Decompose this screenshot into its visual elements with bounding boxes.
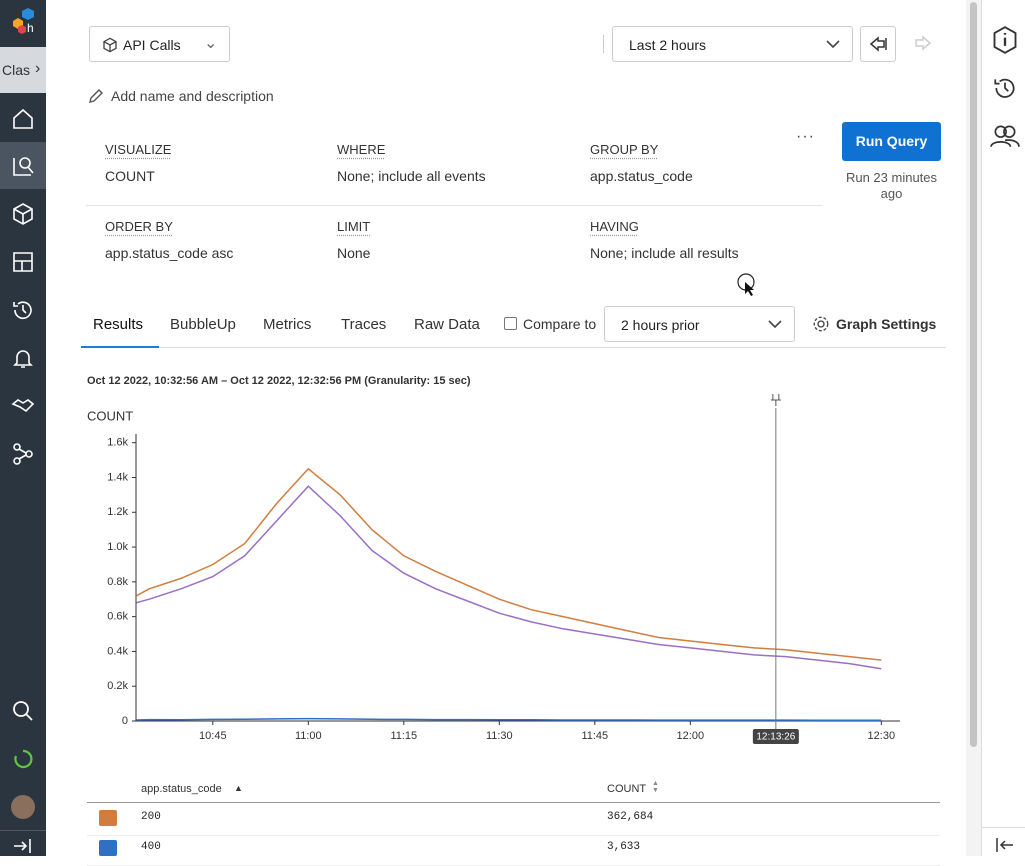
dataset-select[interactable]: API Calls⌄ <box>89 26 230 62</box>
field-value[interactable]: None <box>337 245 370 261</box>
tab[interactable]: Results <box>93 316 143 333</box>
cursor <box>737 272 757 296</box>
row-count: 362,684 <box>607 811 653 823</box>
field-label[interactable]: WHERE <box>337 142 385 157</box>
y-tick-label: 0.8k <box>107 576 128 588</box>
team-icon[interactable] <box>990 123 1020 149</box>
compare-value: 2 hours prior <box>621 317 700 333</box>
collapse-icon[interactable] <box>994 836 1016 854</box>
settings-icon[interactable] <box>812 315 830 333</box>
field-label[interactable]: LIMIT <box>337 219 370 234</box>
history-icon[interactable] <box>11 298 35 322</box>
row-count: 3,633 <box>607 841 640 853</box>
field-label[interactable]: GROUP BY <box>590 142 658 157</box>
dataset-icon[interactable] <box>11 202 35 226</box>
compare-label: Compare to <box>523 316 596 332</box>
field-label[interactable]: ORDER BY <box>105 219 173 234</box>
x-tick-label: 10:45 <box>199 730 227 742</box>
more-menu[interactable]: ··· <box>796 128 815 146</box>
tab[interactable]: BubbleUp <box>170 316 236 333</box>
y-axis-label: COUNT <box>87 408 133 423</box>
status-icon[interactable] <box>11 747 35 771</box>
scrollbar <box>966 0 981 856</box>
row-rule <box>87 835 940 836</box>
compare-select[interactable]: 2 hours prior <box>604 306 795 342</box>
expand-icon[interactable] <box>11 834 35 858</box>
x-tick-label: 11:15 <box>390 730 417 742</box>
tab[interactable]: Raw Data <box>414 316 480 333</box>
y-tick-label: 0 <box>122 715 128 727</box>
field-value[interactable]: None; include all events <box>337 168 486 184</box>
forward-button[interactable] <box>914 35 932 51</box>
column-header[interactable]: app.status_code <box>141 783 222 795</box>
y-tick-label: 0.6k <box>107 611 128 623</box>
field-label[interactable]: HAVING <box>590 219 639 234</box>
avatar[interactable] <box>11 795 35 819</box>
graph-settings[interactable]: Graph Settings <box>836 316 936 332</box>
run-status: Run 23 minutes ago <box>838 170 945 202</box>
y-tick-label: 1.4k <box>107 471 128 483</box>
x-tick-label: 12:30 <box>868 730 896 742</box>
trace-icon[interactable] <box>11 442 35 466</box>
run-query-button[interactable]: Run Query <box>842 122 941 161</box>
compare-checkbox[interactable] <box>504 317 517 330</box>
dataset-name: API Calls <box>123 37 181 53</box>
search-icon[interactable] <box>11 699 35 723</box>
series-line <box>136 486 881 669</box>
edit-icon[interactable] <box>88 88 104 104</box>
x-tick-label: 11:00 <box>295 730 322 742</box>
row-label: 200 <box>141 811 161 823</box>
cluster-button[interactable]: Clas› <box>0 47 46 93</box>
board-icon[interactable] <box>11 250 35 274</box>
x-tick-label: 12:00 <box>677 730 705 742</box>
y-tick-label: 1.2k <box>107 506 128 518</box>
tab[interactable]: Traces <box>341 316 386 333</box>
back-button[interactable] <box>860 26 896 62</box>
field-value[interactable]: app.status_code asc <box>105 245 233 261</box>
color-swatch <box>99 840 117 856</box>
column-header[interactable]: COUNT <box>607 783 646 795</box>
y-tick-label: 1.0k <box>107 541 128 553</box>
y-tick-label: 1.6k <box>107 437 128 449</box>
sort-asc: ▲ <box>234 783 243 793</box>
tab[interactable]: Metrics <box>263 316 311 333</box>
y-tick-label: 0.2k <box>107 680 128 692</box>
time-select[interactable]: Last 2 hours <box>612 26 853 62</box>
x-tick-label: 11:45 <box>581 730 608 742</box>
time-range: Last 2 hours <box>629 37 706 53</box>
home-icon[interactable] <box>11 107 35 131</box>
marker-label: 12:13:26 <box>756 732 795 743</box>
header-rule <box>87 802 940 803</box>
field-value[interactable]: COUNT <box>105 168 155 184</box>
info-icon[interactable] <box>991 26 1019 54</box>
svg-text:h: h <box>27 21 34 35</box>
add-name[interactable]: Add name and description <box>111 88 274 104</box>
row-label: 400 <box>141 841 161 853</box>
sidebar: h Clas› <box>0 0 46 856</box>
field-label[interactable]: VISUALIZE <box>105 142 171 157</box>
active-tab-underline <box>81 346 159 348</box>
field-value[interactable]: app.status_code <box>590 168 693 184</box>
chart: Oct 12 2022, 10:32:56 AM – Oct 12 2022, … <box>80 360 950 750</box>
series-line <box>136 719 881 721</box>
y-tick-label: 0.4k <box>107 645 128 657</box>
logo: h <box>10 6 38 36</box>
color-swatch <box>99 810 117 826</box>
chart-title: Oct 12 2022, 10:32:56 AM – Oct 12 2022, … <box>87 375 471 387</box>
field-value[interactable]: None; include all results <box>590 245 739 261</box>
slo-icon[interactable] <box>11 394 35 418</box>
history-panel-icon[interactable] <box>992 75 1018 101</box>
alert-icon[interactable] <box>11 346 35 370</box>
pin-icon <box>771 394 781 406</box>
query-icon[interactable] <box>11 154 35 178</box>
sort-both: ▲▼ <box>652 780 659 794</box>
series-line <box>136 469 881 660</box>
cluster-label: Clas <box>2 62 30 78</box>
x-tick-label: 11:30 <box>486 730 513 742</box>
